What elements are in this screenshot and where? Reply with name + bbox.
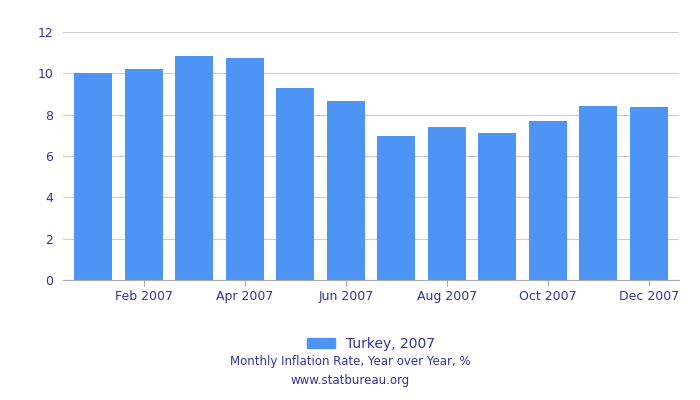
- Bar: [478, 133, 516, 280]
- Bar: [630, 107, 668, 280]
- Bar: [175, 56, 214, 280]
- Bar: [226, 58, 264, 280]
- Bar: [528, 121, 567, 280]
- Bar: [74, 73, 112, 280]
- Bar: [276, 88, 314, 280]
- Bar: [428, 127, 466, 280]
- Bar: [327, 102, 365, 280]
- Text: www.statbureau.org: www.statbureau.org: [290, 374, 410, 387]
- Legend: Turkey, 2007: Turkey, 2007: [302, 332, 440, 357]
- Text: Monthly Inflation Rate, Year over Year, %: Monthly Inflation Rate, Year over Year, …: [230, 356, 470, 368]
- Bar: [580, 106, 617, 280]
- Bar: [377, 136, 415, 280]
- Bar: [125, 68, 162, 280]
